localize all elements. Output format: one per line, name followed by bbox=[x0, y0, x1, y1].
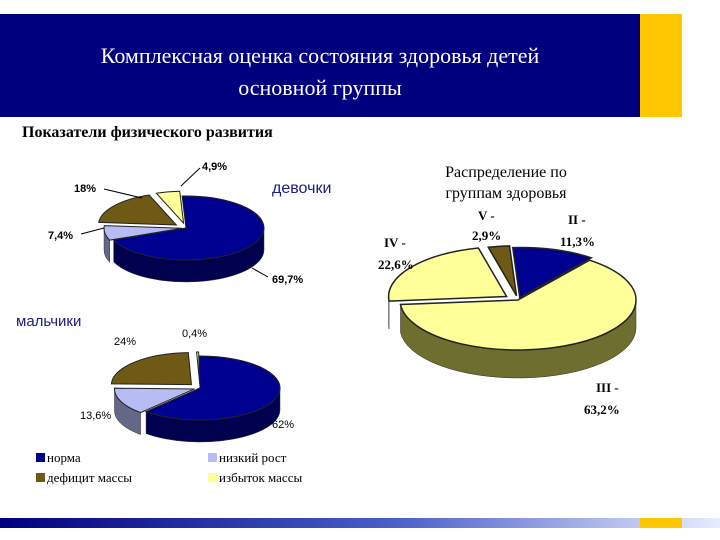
groups-slice-iv bbox=[387, 247, 508, 302]
girls-leader-deficit bbox=[103, 188, 143, 199]
boys-slice-low-height bbox=[114, 387, 195, 414]
groups-label-v-bottom: 2,9% bbox=[472, 228, 501, 243]
health-groups-pie-chart bbox=[387, 245, 637, 379]
groups-chart-title-line1: Распределение по bbox=[445, 164, 567, 181]
page-title-line1: Комплексная оценка состояния здоровья де… bbox=[100, 43, 540, 68]
legend-swatch-excess bbox=[208, 473, 217, 482]
section-subtitle: Показатели физического развития bbox=[22, 124, 273, 141]
groups-label-v-top: V - bbox=[478, 208, 495, 223]
girls-slice-deficit bbox=[98, 194, 178, 226]
girls-chart-title: девочки bbox=[272, 180, 331, 197]
girls-pie-chart bbox=[98, 190, 265, 283]
header-accent bbox=[640, 14, 682, 117]
groups-label-iii-bottom: 63,2% bbox=[584, 402, 620, 417]
legend-swatch-norm bbox=[36, 453, 45, 462]
groups-label-ii-top: II - bbox=[568, 212, 586, 227]
boys-label-norm: 62% bbox=[272, 419, 294, 431]
boys-slice-deficit bbox=[110, 352, 193, 386]
groups-label-ii-bottom: 11,3% bbox=[560, 234, 595, 249]
girls-label-excess: 4,9% bbox=[202, 161, 227, 173]
girls-label-deficit: 18% bbox=[74, 183, 96, 195]
legend-item-deficit: дефицит массы bbox=[36, 470, 132, 486]
girls-slice-excess bbox=[155, 190, 185, 225]
boys-pie-chart bbox=[110, 351, 281, 443]
header-bar bbox=[0, 14, 640, 117]
page-title-line2: основной группы bbox=[238, 75, 402, 100]
groups-slice-iii bbox=[399, 259, 637, 351]
groups-label-iii-top: III - bbox=[596, 380, 619, 395]
page-title: Комплексная оценка состояния здоровья де… bbox=[0, 40, 640, 104]
girls-label-low-height: 7,4% bbox=[48, 230, 73, 242]
legend-label-excess: избыток массы bbox=[219, 470, 303, 485]
footer-bar bbox=[0, 518, 720, 528]
footer-accent bbox=[640, 518, 682, 528]
girls-leader-norm bbox=[251, 267, 269, 278]
boys-chart-title: мальчики bbox=[16, 313, 81, 330]
boys-label-excess: 0,4% bbox=[182, 328, 207, 340]
boys-slice-excess bbox=[196, 351, 201, 385]
groups-slice-v bbox=[487, 245, 518, 297]
girls-label-norm: 69,7% bbox=[272, 274, 303, 286]
groups-label-iv-top: IV - bbox=[384, 235, 406, 250]
girls-leader-excess bbox=[180, 167, 201, 187]
legend-label-norm: норма bbox=[47, 450, 81, 465]
legend-swatch-low-height bbox=[208, 453, 217, 462]
legend-item-low-height: низкий рост bbox=[208, 450, 286, 466]
girls-slice-low-height bbox=[103, 225, 183, 241]
groups-label-iv-bottom: 22,6% bbox=[378, 257, 414, 272]
legend-swatch-deficit bbox=[36, 473, 45, 482]
legend-label-low-height: низкий рост bbox=[219, 450, 287, 465]
legend-item-excess: избыток массы bbox=[208, 470, 302, 486]
groups-chart-title-line2: группам здоровья bbox=[445, 185, 567, 202]
boys-label-low-height: 13,6% bbox=[80, 410, 111, 422]
boys-label-deficit: 24% bbox=[114, 336, 136, 348]
groups-slice-ii bbox=[511, 246, 594, 299]
boys-slice-norm bbox=[144, 355, 281, 421]
legend-item-norm: норма bbox=[36, 450, 81, 466]
legend-label-deficit: дефицит массы bbox=[47, 470, 132, 485]
legend: норма низкий рост дефицит массы избыток … bbox=[36, 450, 356, 490]
girls-slice-norm bbox=[112, 195, 265, 261]
girls-leader-low-height bbox=[80, 227, 105, 235]
girls-label-lines bbox=[80, 167, 269, 278]
